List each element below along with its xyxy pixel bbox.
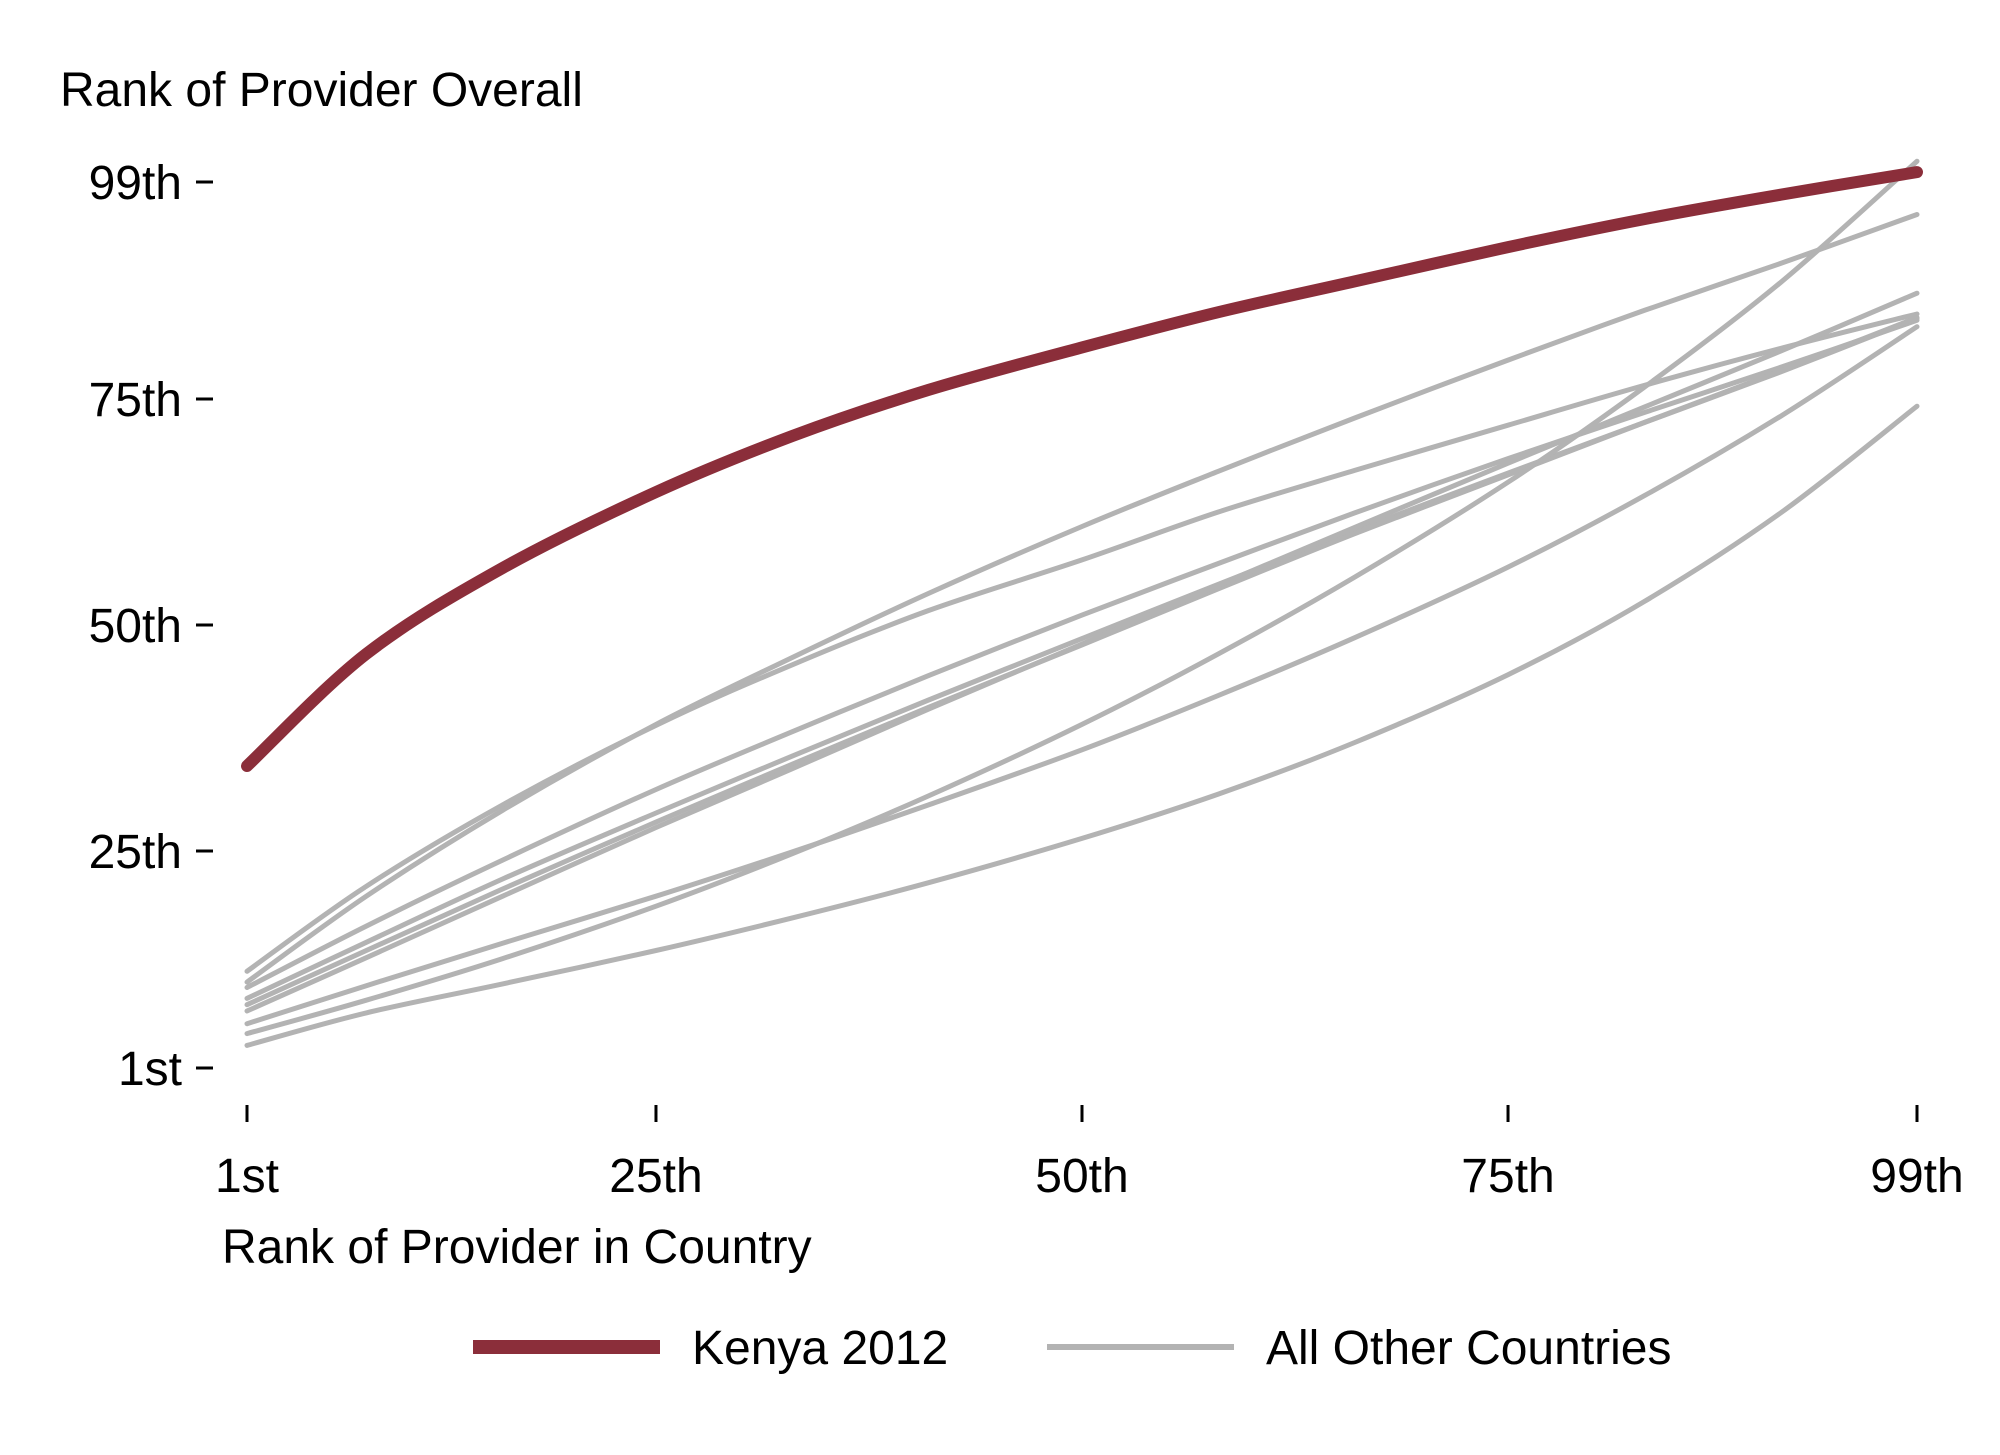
y-tick-label-2: 50th <box>89 600 182 653</box>
x-tick-label-2: 50th <box>1035 1150 1128 1203</box>
y-tick-label-0: 1st <box>118 1043 182 1096</box>
series-line-other-6 <box>244 324 1920 1027</box>
x-tick-label-0: 1st <box>215 1150 279 1203</box>
y-tick-label-4: 99th <box>89 157 182 210</box>
y-axis-title: Rank of Provider Overall <box>60 64 583 117</box>
series-line-other-0 <box>244 311 1920 974</box>
y-tick-label-1: 25th <box>89 826 182 879</box>
series-line-other-5 <box>244 290 1920 1014</box>
series-line-other-4 <box>244 315 1920 1008</box>
x-tick-label-4: 99th <box>1870 1150 1963 1203</box>
x-axis: 1st 25th 50th 75th 99th <box>215 1105 1964 1203</box>
y-axis: 1st 25th 50th 75th 99th <box>89 157 213 1096</box>
highlight-series <box>241 166 1923 772</box>
series-line-other-2 <box>244 317 1920 990</box>
y-tick-label-3: 75th <box>89 374 182 427</box>
series-line-other-8 <box>244 403 1920 1048</box>
series-line-other-1 <box>244 212 1920 985</box>
series-line-kenya <box>241 166 1923 772</box>
x-axis-title: Rank of Provider in Country <box>222 1221 812 1274</box>
x-tick-label-1: 25th <box>609 1150 702 1203</box>
other-countries-lines <box>244 158 1920 1048</box>
series-line-other-7 <box>244 158 1920 1037</box>
legend-label-other: All Other Countries <box>1266 1322 1672 1375</box>
legend-label-kenya: Kenya 2012 <box>692 1322 948 1375</box>
x-tick-label-3: 75th <box>1461 1150 1554 1203</box>
legend: Kenya 2012 All Other Countries <box>473 1322 1672 1375</box>
